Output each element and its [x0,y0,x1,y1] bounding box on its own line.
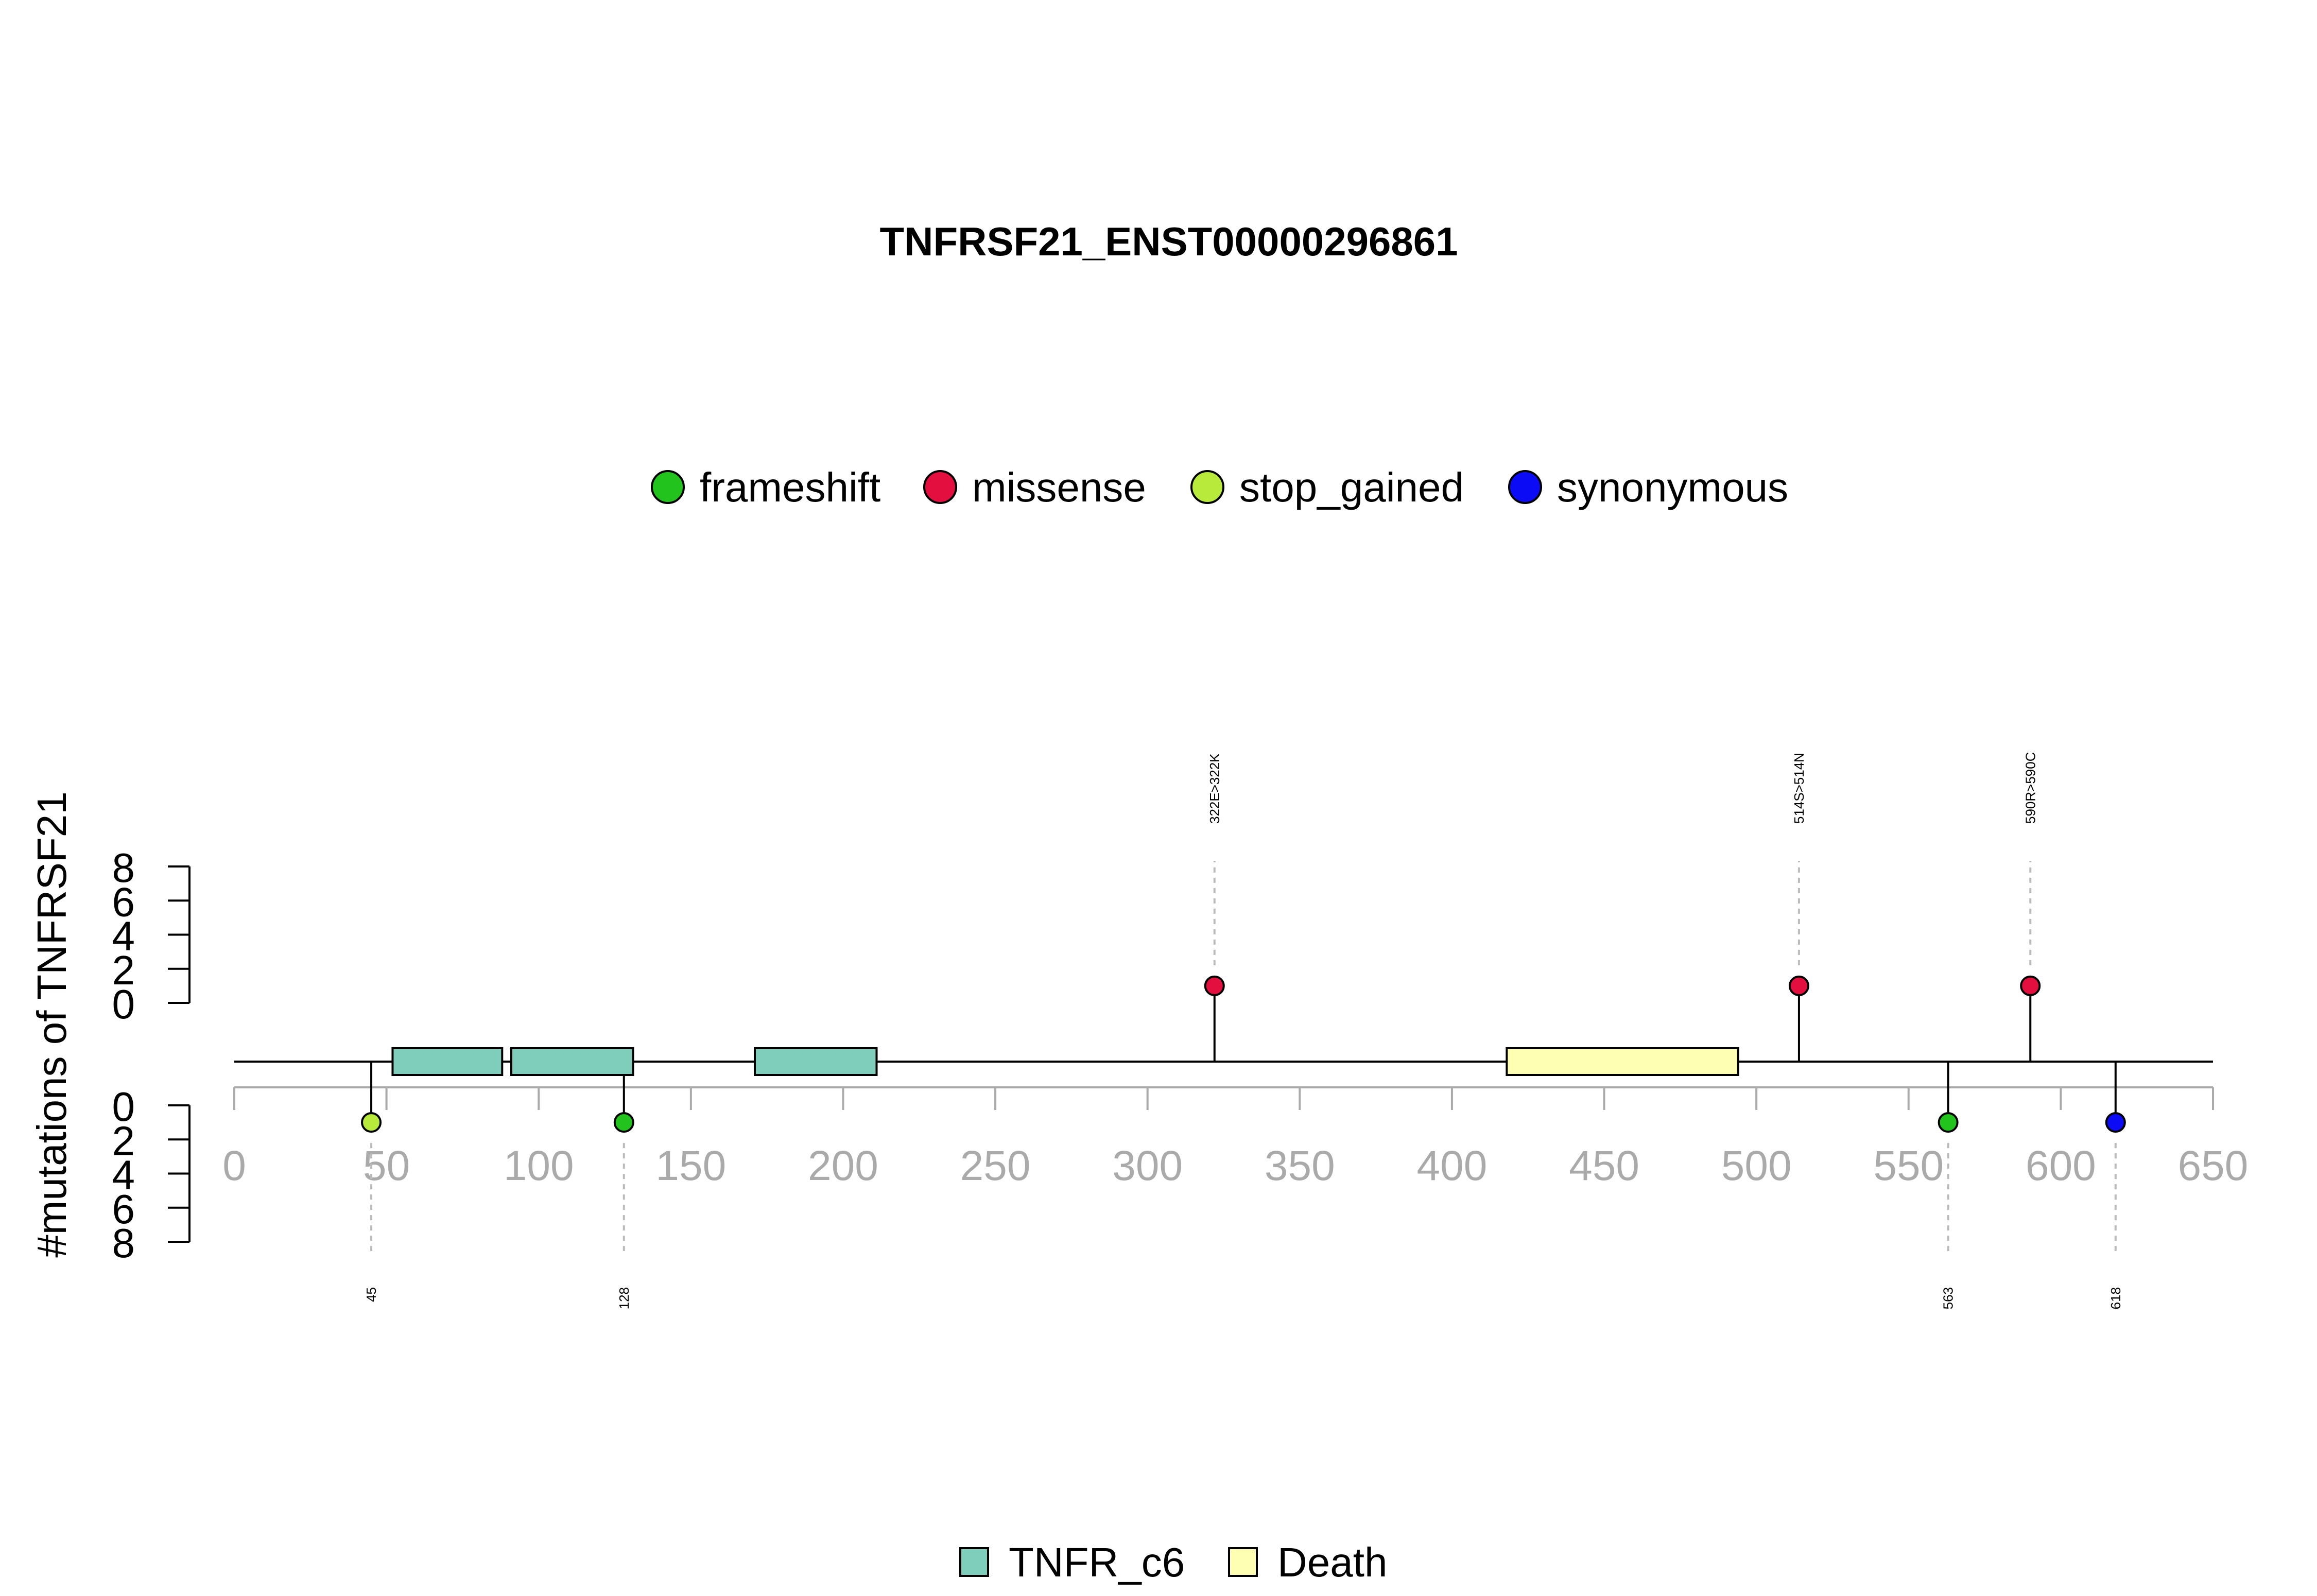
domain-death [1506,1047,1739,1076]
x-tick-label: 550 [1873,1142,1944,1189]
lollipop-head-frameshift [613,1112,634,1133]
lollipop-head-missense [2020,975,2041,996]
y-tick-label-top: 2 [112,947,135,993]
x-tick-label: 600 [2026,1142,2096,1189]
legend-entry-stop-gained: stop_gained [1190,464,1464,510]
legend-label: synonymous [1557,464,1788,510]
y-tick-label-bottom: 4 [112,1152,135,1198]
mutation-label: 514S>514N [1791,753,1807,824]
lollipop-head-synonymous [2105,1112,2126,1133]
legend-marker [651,470,685,504]
lollipop-head-stop-gained [361,1112,382,1133]
y-axis-label: #mutations of TNFRSF21 [29,791,75,1258]
x-tick-label: 650 [2178,1142,2249,1189]
legend-entry-synonymous: synonymous [1508,464,1788,510]
legend-label: stop_gained [1239,464,1464,510]
lollipop-head-missense [1788,975,1809,996]
legend-marker [1508,470,1542,504]
x-tick-label: 50 [363,1142,410,1189]
mutation-legend: frameshift missense stop_gained synonymous [651,464,1788,510]
x-axis: 0 50 100 150 200 250 300 350 400 450 500 550 600 650 [222,1086,2249,1189]
x-tick-label: 100 [504,1142,574,1189]
x-tick-label: 500 [1721,1142,1792,1189]
y-tick-label-top: 6 [112,879,135,925]
legend-label: frameshift [700,464,880,510]
x-tick-label: 250 [960,1142,1031,1189]
legend-entry-missense: missense [923,464,1146,510]
legend-marker [923,470,957,504]
domain-legend: TNFR_c6 Death [959,1539,1387,1585]
mutation-label: 128 [616,1287,632,1309]
legend-entry-tnfr-c6: TNFR_c6 [959,1539,1185,1585]
x-tick-label: 450 [1569,1142,1639,1189]
legend-label: TNFR_c6 [1009,1539,1185,1585]
x-tick-label: 200 [808,1142,878,1189]
mutation-label: 618 [2108,1287,2123,1309]
lollipop-heads [361,975,2126,1133]
mutation-label: 45 [364,1287,379,1302]
lollipop-stems: 322E>322K 514S>514N 590R>590C 45 128 563 618 [364,752,2123,1310]
legend-swatch [959,1547,989,1577]
legend-entry-death: Death [1228,1539,1387,1585]
legend-marker [1190,470,1224,504]
legend-entry-frameshift: frameshift [651,464,880,510]
y-tick-label-bottom: 2 [112,1118,135,1164]
chart-title: TNFRSF21_ENST00000296861 [880,219,1458,264]
x-tick-label: 400 [1417,1142,1488,1189]
x-tick-label: 300 [1112,1142,1183,1189]
y-tick-label-top: 8 [112,845,135,891]
y-tick-label-bottom: 6 [112,1186,135,1232]
domain-tnfr-c6 [754,1047,878,1076]
y-tick-label-bottom: 8 [112,1220,135,1266]
domain-tnfr-c6 [391,1047,504,1076]
y-tick-label-bottom: 0 [112,1084,135,1130]
legend-label: Death [1277,1539,1387,1585]
lollipop-head-missense [1204,975,1225,996]
x-tick-label: 350 [1265,1142,1335,1189]
y-tick-label-top: 0 [112,981,135,1027]
mutation-label: 563 [1941,1287,1956,1309]
legend-label: missense [972,464,1146,510]
x-tick-label: 150 [655,1142,726,1189]
legend-swatch [1228,1547,1258,1577]
lollipop-head-frameshift [1938,1112,1959,1133]
y-tick-label-top: 4 [112,913,135,959]
x-tick-label: 0 [222,1142,246,1189]
protein-domains [391,1047,1739,1076]
domain-tnfr-c6 [510,1047,634,1076]
mutation-label: 322E>322K [1207,753,1222,824]
mutation-label: 590R>590C [2022,752,2038,824]
